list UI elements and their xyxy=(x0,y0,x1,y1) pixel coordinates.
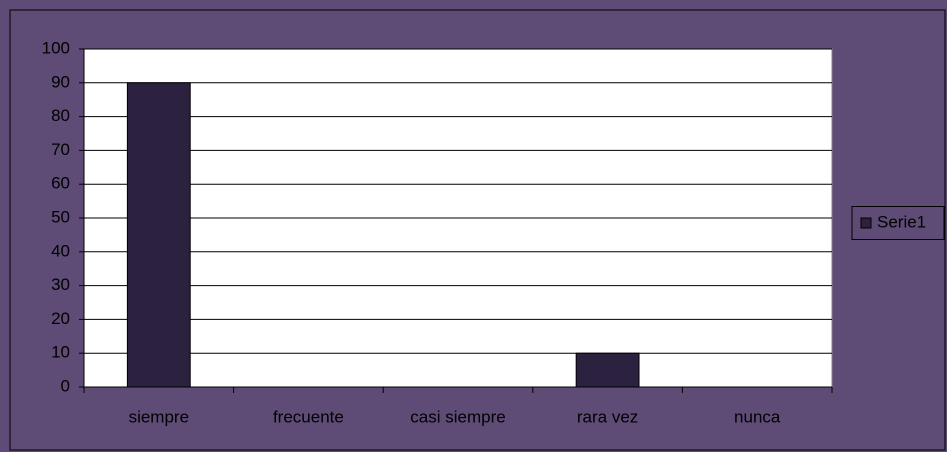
bar xyxy=(126,82,191,388)
y-tick-label: 60 xyxy=(51,174,70,193)
y-tick-label: 90 xyxy=(51,72,70,91)
y-tick-label: 100 xyxy=(42,38,70,57)
y-tick-label: 80 xyxy=(51,106,70,125)
y-tick-label: 20 xyxy=(51,309,70,328)
y-tick-label: 70 xyxy=(51,140,70,159)
legend-swatch xyxy=(860,217,872,229)
legend-label: Serie1 xyxy=(877,212,926,231)
x-tick-label: casi siempre xyxy=(410,407,505,426)
x-tick-label: rara vez xyxy=(577,407,638,426)
x-tick-label: siempre xyxy=(129,407,189,426)
y-tick-label: 0 xyxy=(61,376,70,395)
y-tick-label: 10 xyxy=(51,343,70,362)
x-tick-label: frecuente xyxy=(273,407,344,426)
y-tick-label: 30 xyxy=(51,275,70,294)
x-tick-label: nunca xyxy=(734,407,781,426)
bar xyxy=(575,352,640,388)
y-tick-label: 50 xyxy=(51,207,70,226)
y-tick-label: 40 xyxy=(51,241,70,260)
